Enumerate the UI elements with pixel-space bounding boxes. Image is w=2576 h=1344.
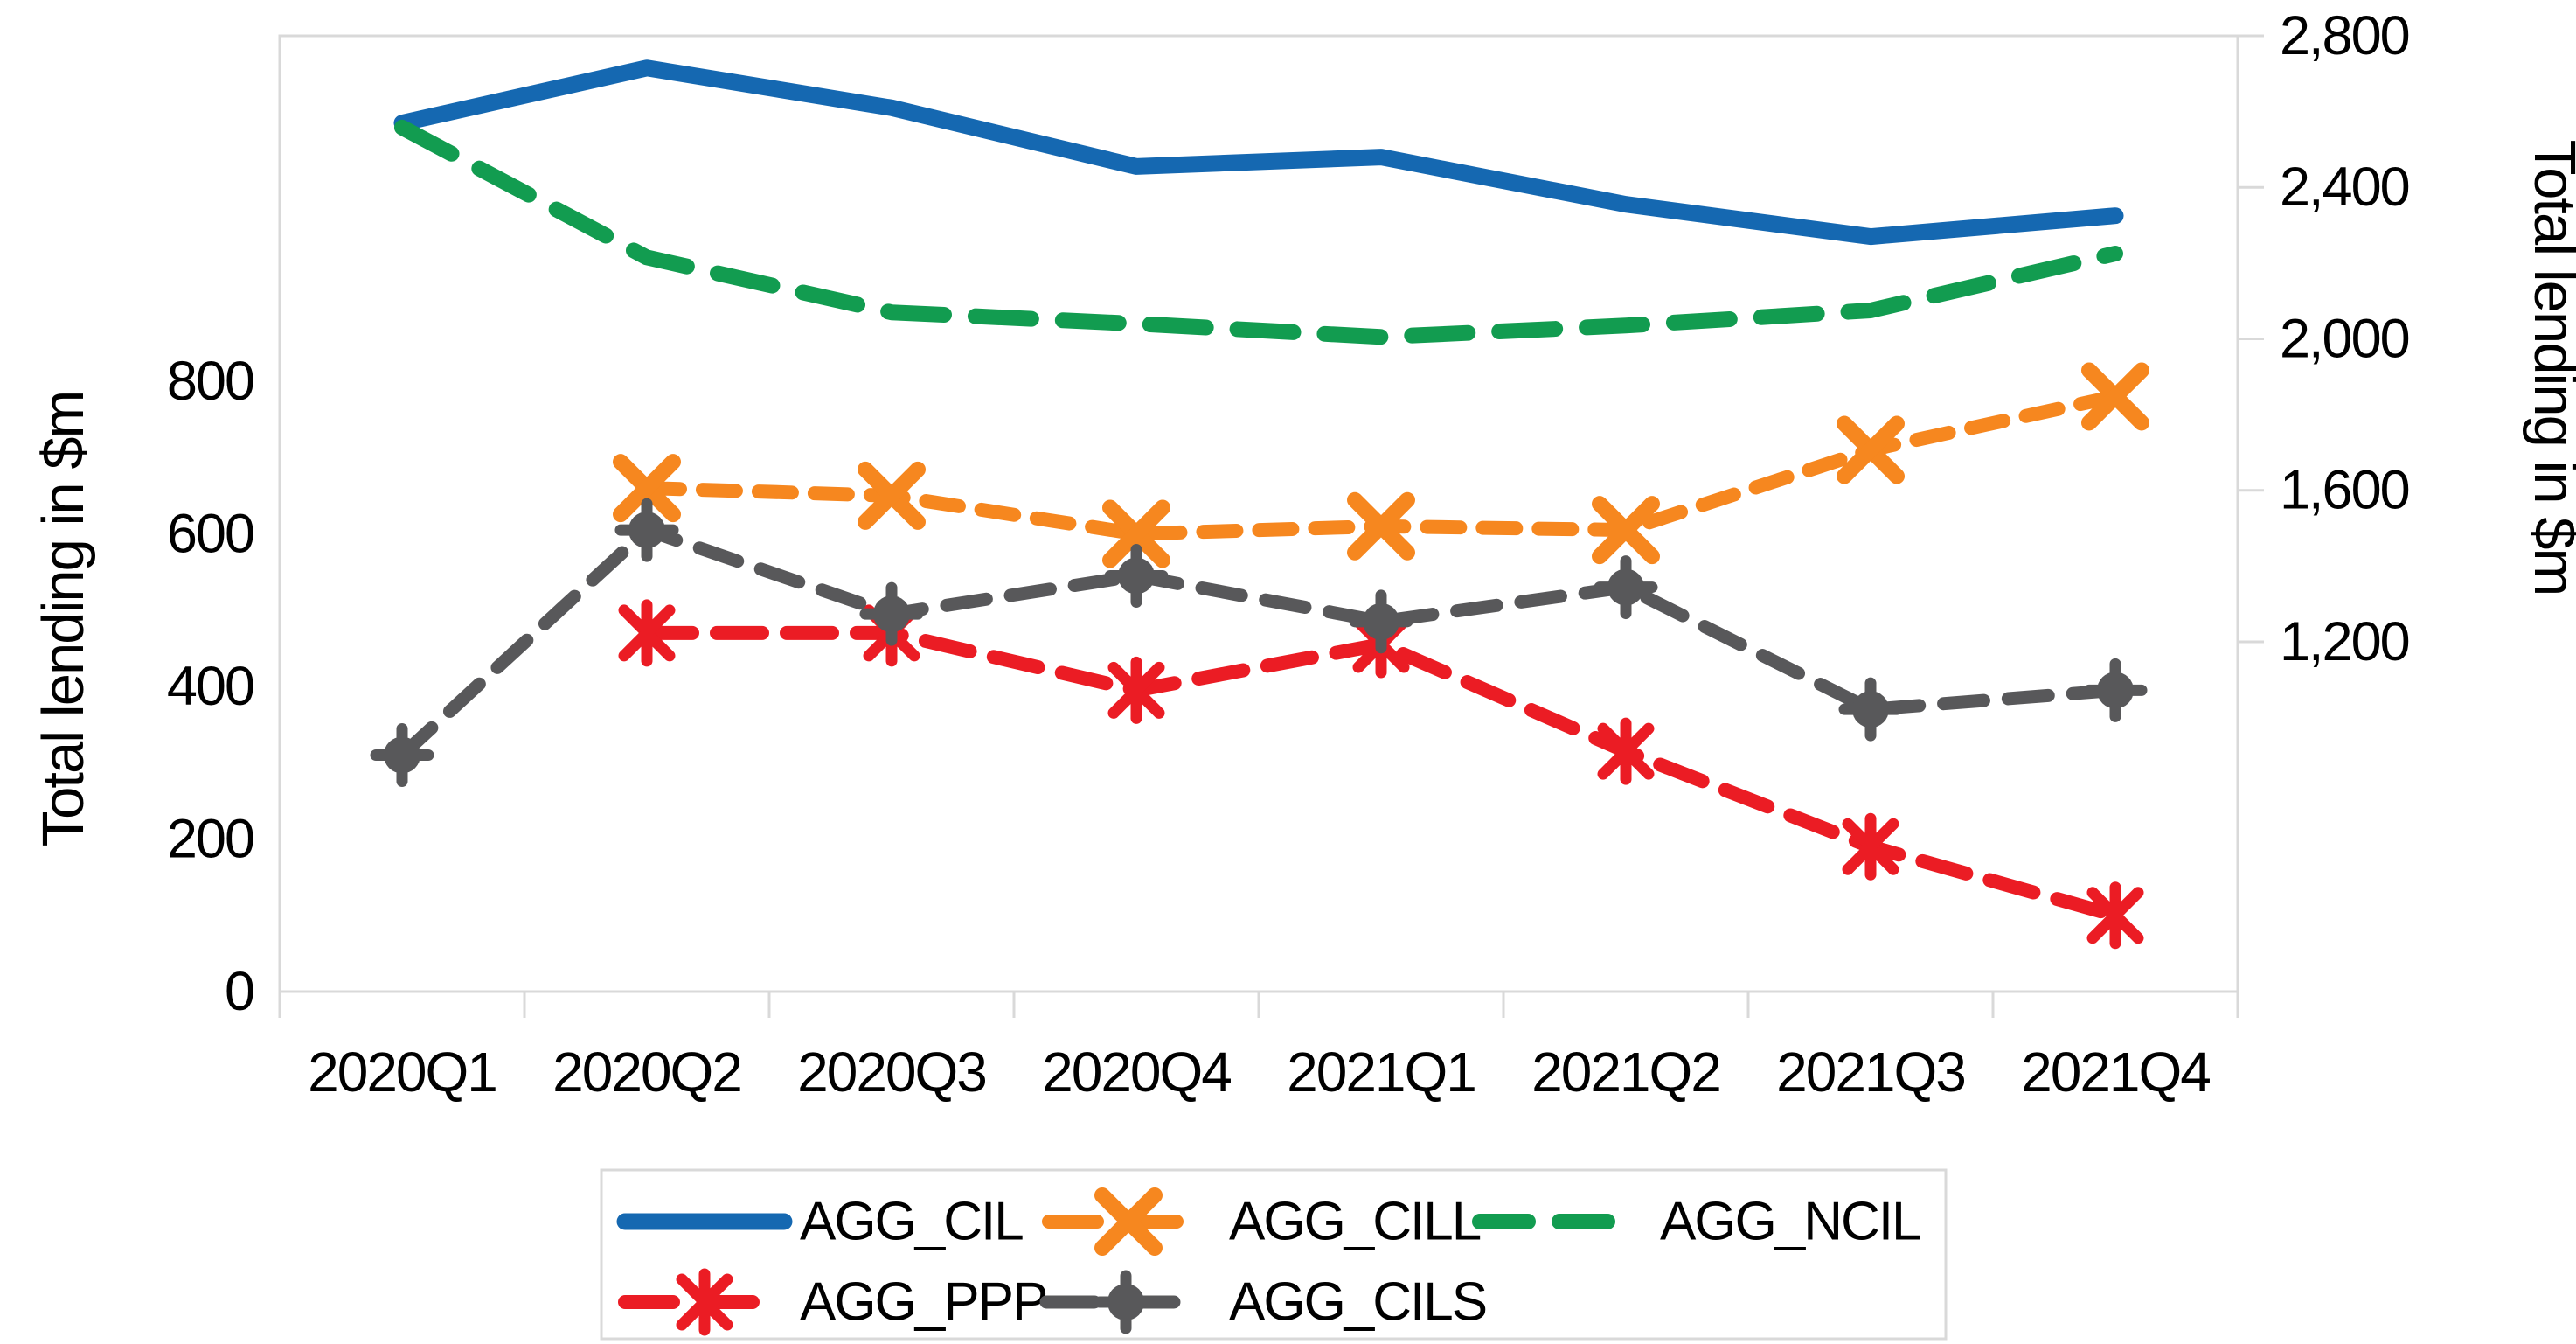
left-axis-tick-label: 0: [225, 961, 253, 1022]
data-point-marker-x: [2081, 362, 2149, 431]
data-point-marker-circle-plus: [614, 498, 679, 562]
legend: AGG_CIL AGG_CILL AGG_NCIL AGG_PPP AGG_CILS: [600, 1168, 1948, 1341]
legend-item-AGG_CILS: AGG_CILS: [1039, 1270, 1488, 1334]
x-axis-category-label: 2020Q3: [797, 1041, 986, 1104]
left-axis-tick-label: 800: [167, 351, 253, 412]
legend-item-AGG_CIL: AGG_CIL: [616, 1192, 1024, 1252]
data-point-marker-asterisk: [618, 599, 676, 667]
data-point-marker-circle-plus: [859, 581, 924, 646]
data-point-marker-circle-plus: [1104, 543, 1169, 608]
legend-box: [600, 1168, 1948, 1341]
left-axis-tick-label: 400: [167, 656, 253, 717]
data-point-marker-circle-plus: [1349, 589, 1413, 654]
x-axis-category-label: 2021Q4: [2021, 1041, 2210, 1104]
left-axis-tick-label: 200: [167, 809, 253, 870]
series-line-AGG_NCIL: [394, 119, 2123, 345]
data-point-marker-x: [1837, 415, 1905, 484]
data-point-marker-x: [1102, 499, 1170, 568]
x-axis-category-label: 2020Q2: [552, 1041, 741, 1104]
x-axis-category-label: 2021Q3: [1776, 1041, 1965, 1104]
right-axis-tick-label: 1,600: [2280, 460, 2409, 521]
series-AGG_PPP: [618, 599, 2144, 950]
left-axis-title: Total lending in $m: [31, 392, 96, 847]
series-AGG_CIL: [393, 59, 2124, 246]
left-axis-tick-label: 600: [167, 504, 253, 565]
data-point-marker-x: [613, 454, 681, 523]
x-axis-category-label: 2020Q4: [1042, 1041, 1231, 1104]
x-axis-category-label: 2021Q1: [1287, 1041, 1475, 1104]
data-point-marker-asterisk: [1842, 812, 1899, 881]
left-axis: 0 200 400 600 800: [167, 351, 255, 1022]
data-point-marker-circle-plus: [370, 723, 434, 788]
right-axis-tick-label: 1,200: [2280, 611, 2409, 672]
right-axis-tick-label: 2,000: [2280, 308, 2409, 369]
series-AGG_CILL: [613, 362, 2149, 568]
data-point-marker-x: [858, 461, 926, 530]
data-point-marker-asterisk: [1107, 656, 1165, 724]
legend-label-AGG_PPP: AGG_PPP: [800, 1272, 1046, 1333]
series-AGG_NCIL: [394, 119, 2123, 345]
legend-label-AGG_CIL: AGG_CIL: [800, 1192, 1023, 1252]
series-line-AGG_CILS: [395, 523, 2122, 762]
legend-label-AGG_CILS: AGG_CILS: [1229, 1272, 1486, 1333]
data-point-marker-circle-plus: [1094, 1270, 1158, 1334]
legend-item-AGG_CILL: AGG_CILL: [1042, 1187, 1482, 1256]
data-point-marker-x: [1347, 491, 1415, 561]
plot-area-border: [278, 34, 2239, 993]
data-point-marker-circle-plus: [1594, 555, 1658, 620]
right-axis-tick-label: 2,800: [2280, 5, 2409, 66]
data-point-marker-circle-plus: [2083, 658, 2148, 722]
right-axis-tick-label: 2,400: [2280, 157, 2409, 218]
legend-label-AGG_NCIL: AGG_NCIL: [1660, 1192, 1920, 1252]
data-point-marker-circle-plus: [1838, 677, 1903, 742]
series-line-AGG_CIL: [393, 59, 2124, 246]
right-axis: 1,200 1,600 2,000 2,400 2,800: [2238, 5, 2411, 672]
data-point-marker-x: [1094, 1187, 1163, 1256]
x-axis-category-label: 2020Q1: [308, 1041, 496, 1104]
data-point-marker-x: [1592, 496, 1660, 565]
legend-item-AGG_PPP: AGG_PPP: [618, 1268, 1048, 1336]
data-point-marker-asterisk: [2086, 881, 2144, 950]
legend-label-AGG_CILL: AGG_CILL: [1229, 1192, 1481, 1252]
data-point-marker-asterisk: [676, 1268, 733, 1336]
data-point-marker-asterisk: [1597, 717, 1655, 785]
legend-item-AGG_NCIL: AGG_NCIL: [1472, 1192, 1922, 1252]
x-axis: 2020Q1 2020Q2 2020Q3 2020Q4 2021Q1 2021Q2 2021…: [278, 992, 2239, 1104]
series-AGG_CILS: [370, 498, 2148, 788]
right-axis-title: Total lending in $m: [2522, 140, 2576, 595]
x-axis-category-label: 2021Q2: [1531, 1041, 1720, 1104]
